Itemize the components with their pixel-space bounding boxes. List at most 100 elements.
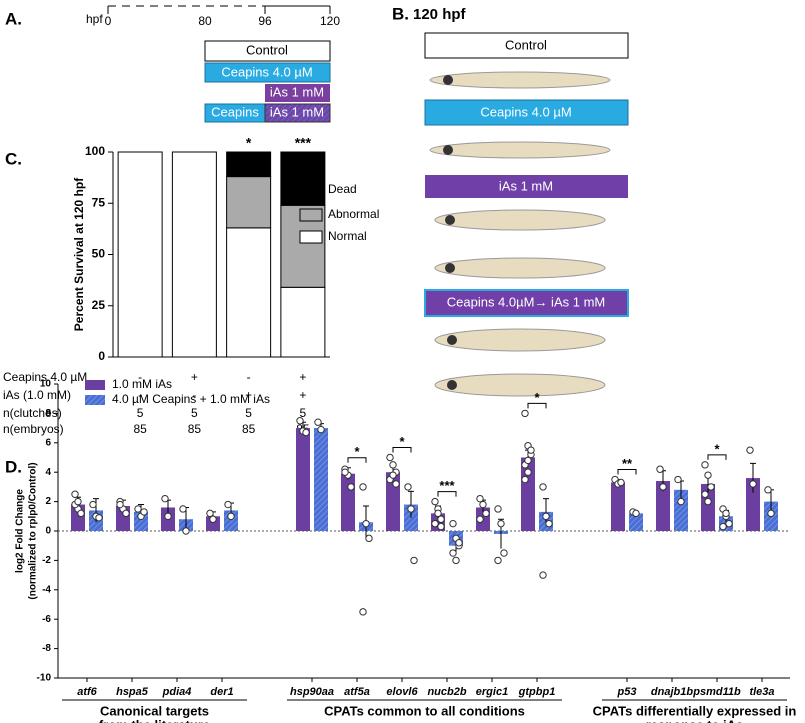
- y-tick-label: 8: [45, 408, 51, 419]
- data-point: [704, 471, 712, 479]
- data-point: [632, 509, 640, 518]
- legend-label: Abnormal: [328, 207, 379, 221]
- cell: 5: [191, 406, 198, 420]
- panel-a: A. hpf 0 80 96 120 Control Ceapins 4.0 µ…: [5, 5, 340, 123]
- data-point: [116, 500, 124, 509]
- data-point: [677, 497, 685, 506]
- x-tick-label: dnajb1b: [651, 686, 693, 698]
- group-label: Canonical targets: [100, 703, 209, 718]
- bar-segment: [117, 151, 163, 358]
- data-point: [701, 461, 709, 469]
- significance-bracket: [437, 491, 457, 497]
- data-point: [521, 475, 529, 484]
- cell: 85: [188, 422, 202, 436]
- x-tick-label: elovl6: [386, 686, 418, 698]
- data-point: [404, 483, 412, 491]
- y-tick-label: -10: [37, 673, 52, 684]
- significance: *: [354, 444, 360, 459]
- tick-label: 96: [258, 14, 272, 28]
- data-point: [545, 519, 553, 528]
- data-point: [500, 549, 508, 557]
- data-point: [389, 461, 397, 469]
- box-label: iAs 1 mM: [270, 104, 324, 119]
- data-point: [449, 519, 457, 528]
- data-point: [437, 522, 445, 531]
- data-point: [182, 527, 190, 535]
- tick-label: 120: [320, 14, 340, 28]
- data-point: [77, 509, 85, 518]
- larva: [434, 328, 606, 352]
- tick-label: 80: [198, 14, 212, 28]
- cell: 5: [137, 406, 144, 420]
- larva: [429, 71, 611, 89]
- bar: [314, 428, 328, 531]
- group-label: CPATs differentially expressed in: [593, 703, 797, 718]
- data-point: [386, 453, 394, 462]
- box: [425, 175, 628, 198]
- tick-label: 0: [105, 14, 112, 28]
- x-tick-label: hspa5: [116, 686, 149, 698]
- cell: 85: [242, 422, 256, 436]
- x-tick-label: psmd11b: [692, 686, 741, 698]
- significance-bracket: [617, 469, 637, 475]
- significance: ***: [439, 478, 455, 493]
- box-label: Control: [505, 37, 547, 52]
- cell: -: [247, 370, 251, 384]
- data-point: [476, 494, 484, 503]
- y-axis-label: Percent Survival at 120 hpf: [72, 177, 86, 331]
- data-point: [749, 480, 757, 488]
- data-point: [524, 468, 532, 476]
- cell: 85: [133, 422, 147, 436]
- data-point: [725, 519, 733, 528]
- data-point: [701, 490, 709, 498]
- x-tick-label: atf6: [77, 686, 97, 698]
- bar: [746, 478, 760, 531]
- data-point: [95, 514, 103, 522]
- bar: [656, 481, 670, 531]
- cell: -: [138, 370, 142, 384]
- data-point: [389, 471, 397, 479]
- cell: +: [191, 370, 198, 384]
- box: [424, 32, 629, 59]
- data-point: [707, 483, 715, 491]
- legend-swatch: [85, 380, 105, 390]
- y-tick-label: -4: [42, 584, 51, 595]
- row-label: n(clutches): [3, 406, 62, 420]
- data-point: [296, 417, 304, 425]
- row-label: iAs (1.0 mM): [3, 388, 71, 402]
- significance-bracket: [347, 457, 367, 463]
- larva-heads: [443, 75, 457, 390]
- box-label: Ceapins: [211, 104, 259, 119]
- cell: 5: [245, 406, 252, 420]
- box-label: Ceapins 4.0µM→ iAs 1 mM: [447, 294, 605, 309]
- data-point: [659, 483, 667, 491]
- box-label: Control: [246, 42, 288, 57]
- box: [424, 289, 629, 317]
- bar-segment: [226, 227, 272, 358]
- group-label: response to iAs: [646, 717, 744, 723]
- x-tick-label: der1: [210, 686, 233, 698]
- larva: [429, 141, 611, 159]
- data-point: [365, 534, 373, 543]
- data-point: [656, 465, 664, 473]
- y-tick-label: 25: [92, 298, 106, 312]
- box: [204, 40, 331, 62]
- data-point: [524, 456, 532, 465]
- legend-swatch: [299, 183, 323, 197]
- x-tick-label: ergic1: [476, 686, 508, 698]
- x-tick-label: tle3a: [749, 686, 774, 698]
- data-point: [209, 515, 217, 523]
- legend-swatch: [299, 230, 323, 244]
- data-point: [431, 519, 439, 528]
- panel-c: C. Percent Survival at 120 hpf 0 25 50 75 100 *…: [3, 135, 379, 436]
- data-point: [746, 446, 754, 454]
- data-point: [140, 508, 148, 516]
- data-point: [347, 483, 355, 491]
- cell: +: [299, 370, 306, 384]
- data-point: [704, 497, 712, 506]
- data-point: [164, 512, 172, 520]
- y-tick-label: 75: [92, 195, 106, 209]
- x-tick-label: atf5a: [344, 686, 370, 698]
- legend-swatch: [85, 395, 105, 405]
- data-point: [224, 500, 232, 509]
